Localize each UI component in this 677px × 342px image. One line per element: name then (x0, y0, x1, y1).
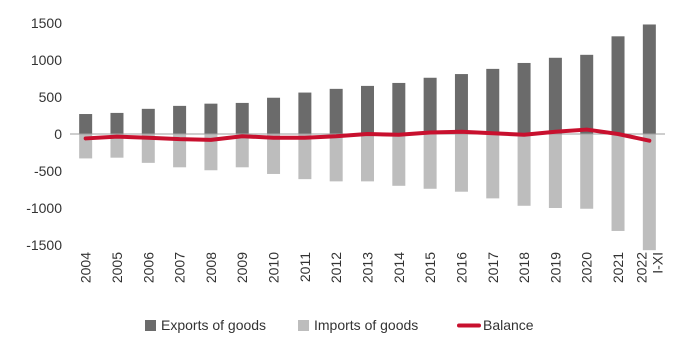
legend-swatch (298, 320, 309, 331)
import-bar (361, 134, 374, 182)
export-bar (141, 108, 155, 134)
import-bar (329, 134, 343, 182)
x-tick-label: 2011 (297, 252, 313, 282)
x-tick-label-line: 2011 (297, 252, 313, 282)
import-bar (392, 134, 406, 186)
x-tick-label-line: I-XI (649, 252, 665, 274)
x-tick-label-line: 2019 (547, 252, 563, 283)
x-tick-label-line: 2018 (516, 252, 532, 283)
x-tick-label-line: 2016 (453, 252, 469, 283)
import-bar (173, 134, 187, 168)
import-bar (517, 134, 531, 206)
x-tick-label: 2006 (140, 252, 156, 283)
import-bar (204, 134, 218, 171)
x-tick-label-line: 2022 (633, 252, 649, 283)
import-bar (235, 134, 249, 168)
x-tick-label: 2004 (78, 252, 94, 283)
import-bar (642, 134, 656, 251)
import-bar (298, 134, 312, 180)
x-tick-label: 2017 (485, 252, 501, 283)
x-tick-label-line: 2008 (203, 252, 219, 283)
bars (79, 24, 656, 251)
x-tick-label-line: 2007 (172, 252, 188, 283)
export-bar (361, 85, 374, 134)
x-axis-ticks: 2004 2005 2006 2007 2008 2009 2010 2011 2012 2013… (78, 252, 666, 283)
x-tick-label: 2016 (453, 252, 469, 283)
x-tick-label: 2013 (360, 252, 376, 283)
export-bar (329, 88, 343, 134)
import-bar (267, 134, 281, 174)
x-tick-label-line: 2017 (485, 252, 501, 283)
y-tick-label: 1000 (31, 52, 62, 68)
export-bar (454, 74, 468, 134)
import-bar (110, 134, 124, 158)
x-tick-label-line: 2006 (140, 252, 156, 283)
x-tick-label-line: 2021 (610, 252, 626, 283)
x-tick-label-line: 2013 (360, 252, 376, 283)
export-bar (204, 103, 218, 134)
legend-swatch (145, 320, 156, 331)
x-tick-label: 2014 (391, 252, 407, 283)
import-bar (611, 134, 625, 231)
x-tick-label: 2012 (328, 252, 344, 283)
x-tick-label-line: 2010 (266, 252, 282, 283)
x-tick-label: 2007 (172, 252, 188, 283)
export-bar (79, 114, 93, 134)
y-axis-ticks: 1500 1000 500 0 -500 -1000 -1500 (26, 15, 62, 253)
balance-series (83, 127, 652, 143)
x-tick-label-line: 2005 (109, 252, 125, 283)
legend-label: Exports of goods (161, 317, 266, 333)
import-bar (141, 134, 155, 163)
y-tick-label: -1500 (26, 237, 62, 253)
x-tick-label: 2010 (266, 252, 282, 283)
x-tick-label-line: 2014 (391, 252, 407, 283)
export-bar (235, 102, 249, 134)
export-bar (267, 97, 281, 134)
x-tick-label-line: 2009 (234, 252, 250, 283)
y-tick-label: 0 (54, 126, 62, 142)
export-bar (298, 92, 312, 134)
y-tick-label: -500 (34, 163, 62, 179)
export-bar (110, 112, 124, 134)
import-bar (548, 134, 562, 208)
x-tick-label-line: 2004 (78, 252, 94, 283)
y-tick-label: 1500 (31, 15, 62, 31)
export-bar (642, 24, 656, 135)
x-tick-label: 2009 (234, 252, 250, 283)
legend-label: Imports of goods (314, 317, 418, 333)
x-tick-label: 2018 (516, 252, 532, 283)
export-bar (392, 82, 406, 134)
x-tick-label-line: 2015 (422, 252, 438, 283)
export-bar (486, 68, 500, 134)
import-bar (423, 134, 437, 189)
export-bar (611, 36, 625, 134)
x-tick-label-line: 2020 (579, 252, 595, 283)
import-bar (454, 134, 468, 192)
export-bar (423, 77, 437, 134)
legend-label: Balance (483, 317, 534, 333)
y-tick-label: 500 (39, 89, 63, 105)
x-tick-label: 2008 (203, 252, 219, 283)
x-tick-label: 2019 (547, 252, 563, 283)
export-bar (580, 54, 594, 134)
x-tick-label: 2022I-XI (633, 252, 665, 283)
x-tick-label-line: 2012 (328, 252, 344, 283)
import-bar (486, 134, 500, 199)
x-tick-label: 2005 (109, 252, 125, 283)
legend: Exports of goods Imports of goods Balance (145, 317, 534, 333)
export-bar (517, 62, 531, 134)
import-bar (580, 134, 594, 209)
x-tick-label: 2015 (422, 252, 438, 283)
export-bar (173, 105, 187, 134)
x-tick-label: 2020 (579, 252, 595, 283)
export-bar (548, 57, 562, 134)
y-tick-label: -1000 (26, 200, 62, 216)
x-tick-label: 2021 (610, 252, 626, 283)
